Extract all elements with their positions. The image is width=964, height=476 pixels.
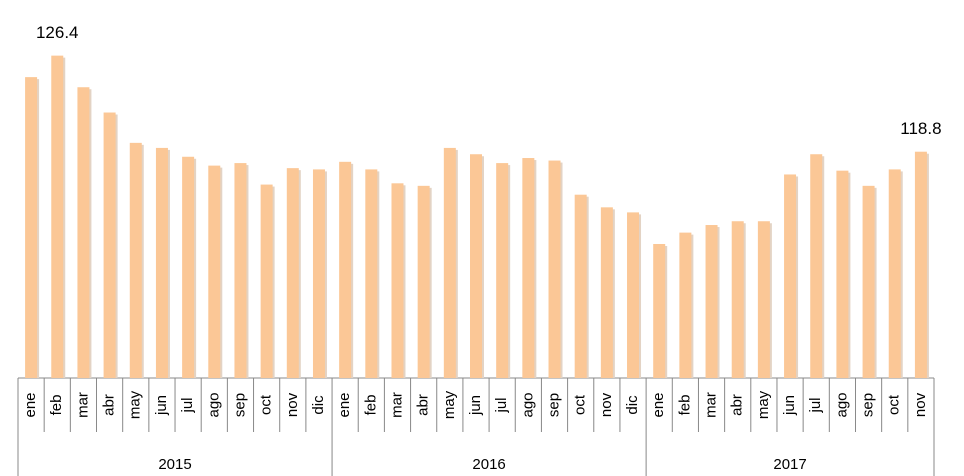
bar: [548, 160, 561, 378]
bar: [234, 163, 247, 378]
bar: [888, 169, 901, 378]
x-tick-label: abr: [415, 394, 432, 416]
bar: [25, 77, 38, 378]
group-label: 2015: [158, 456, 191, 473]
bar: [757, 221, 770, 378]
x-tick-label: nov: [598, 392, 615, 417]
x-tick-label: ago: [833, 392, 850, 417]
bar: [155, 147, 168, 378]
bar: [810, 154, 823, 378]
x-tick-label: nov: [912, 392, 929, 417]
bar: [77, 87, 90, 378]
x-tick-label: oct: [572, 394, 589, 415]
x-tick-label: mar: [388, 392, 405, 418]
bar: [470, 154, 482, 378]
x-tick-label: dic: [310, 395, 327, 415]
bar: [182, 156, 195, 378]
x-tick-label: sep: [545, 393, 562, 417]
bar: [391, 183, 404, 378]
bar: [312, 169, 325, 378]
bar: [836, 170, 849, 378]
bar: [496, 163, 509, 378]
data-label: 126.4: [36, 23, 79, 42]
x-tick-label: oct: [258, 394, 275, 415]
x-tick-label: may: [127, 390, 144, 419]
x-tick-label: abr: [729, 394, 746, 416]
x-tick-label: ene: [22, 392, 39, 417]
x-tick-label: dic: [624, 395, 641, 415]
x-tick-label: nov: [284, 392, 301, 417]
x-tick-label: jun: [153, 395, 170, 416]
x-tick-label: jul: [493, 397, 510, 413]
x-tick-label: feb: [676, 395, 693, 416]
bar: [705, 225, 718, 378]
x-tick-label: abr: [101, 394, 118, 416]
bar: [443, 147, 456, 378]
bar: [784, 174, 797, 378]
bar: [339, 161, 352, 378]
bar: [574, 194, 587, 378]
group-label: 2016: [472, 456, 505, 473]
x-tick-label: ene: [650, 392, 667, 417]
bar: [914, 151, 927, 378]
x-tick-label: ene: [336, 392, 353, 417]
x-tick-label: may: [755, 390, 772, 419]
x-tick-label: mar: [74, 392, 91, 418]
bar: [417, 185, 430, 378]
bar: [286, 168, 299, 378]
bar: [260, 184, 273, 378]
bar: [208, 165, 221, 378]
x-tick-label: sep: [860, 393, 877, 417]
bar: [653, 243, 666, 378]
data-label: 118.8: [900, 119, 941, 138]
x-tick-label: oct: [886, 394, 903, 415]
x-tick-label: ago: [205, 392, 222, 417]
bar: [51, 55, 64, 378]
x-tick-label: jun: [467, 395, 484, 416]
x-tick-label: jun: [781, 395, 798, 416]
bar: [600, 207, 613, 378]
bar: [365, 169, 378, 378]
bar: [862, 185, 875, 378]
x-tick-label: feb: [362, 395, 379, 416]
x-tick-label: ago: [519, 392, 536, 417]
x-tick-label: jul: [179, 397, 196, 413]
x-tick-label: may: [441, 390, 458, 419]
bar: [627, 212, 640, 378]
bar: [731, 221, 744, 378]
group-label: 2017: [773, 456, 806, 473]
bar: [129, 142, 142, 378]
bar: [679, 232, 692, 378]
bar: [103, 112, 116, 379]
x-tick-label: sep: [231, 393, 248, 417]
x-tick-label: jul: [807, 397, 824, 413]
bar: [522, 158, 535, 378]
x-tick-label: feb: [48, 395, 65, 416]
x-tick-label: mar: [703, 392, 720, 418]
